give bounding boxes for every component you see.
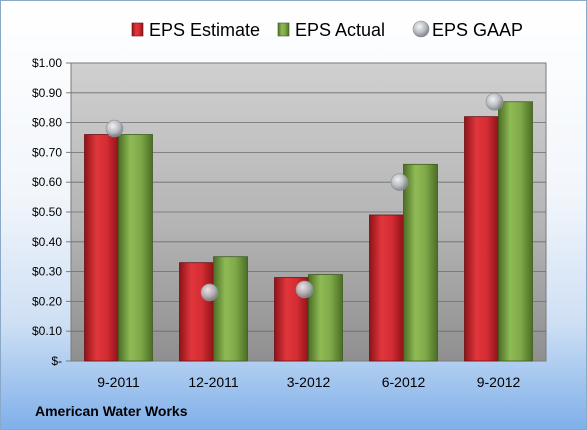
- bar-eps-actual-3-2012: [308, 274, 343, 362]
- legend-swatch: [412, 20, 430, 38]
- dot-eps-gaap-12-2011: [200, 283, 219, 302]
- legend: EPS Estimate EPS Actual EPS GAAP: [131, 20, 523, 40]
- bar-eps-actual-9-2012: [498, 101, 533, 362]
- legend-label: EPS GAAP: [432, 20, 523, 40]
- y-tick-label: $-: [51, 354, 62, 368]
- y-tick-label: $0.60: [32, 175, 62, 189]
- x-tick-label: 9-2011: [97, 374, 140, 390]
- bar-eps-actual-12-2011: [213, 256, 248, 362]
- y-tick-label: $0.80: [32, 116, 62, 130]
- bar-eps-estimate-6-2012: [369, 214, 404, 362]
- x-tick-label: 3-2012: [287, 374, 331, 390]
- y-tick-label: $1.00: [32, 56, 62, 70]
- bar-eps-actual-6-2012: [403, 163, 438, 362]
- bar-eps-estimate-9-2012: [464, 116, 499, 362]
- company-name: American Water Works: [35, 403, 188, 419]
- x-tick-label: 9-2012: [477, 374, 521, 390]
- legend-swatch: [277, 22, 290, 37]
- dot-eps-gaap-9-2012: [485, 92, 504, 111]
- x-tick-label: 12-2011: [188, 374, 239, 390]
- x-tick-label: 6-2012: [382, 374, 426, 390]
- y-tick-label: $0.50: [32, 205, 62, 219]
- y-tick-label: $0.20: [32, 294, 62, 308]
- y-tick-label: $0.30: [32, 265, 62, 279]
- y-tick-label: $0.70: [32, 145, 62, 159]
- legend-label: EPS Estimate: [149, 20, 260, 40]
- bar-eps-actual-9-2011: [118, 134, 153, 362]
- y-tick-label: $0.10: [32, 324, 62, 338]
- bar-eps-estimate-9-2011: [84, 134, 119, 362]
- dot-eps-gaap-6-2012: [390, 173, 409, 191]
- y-tick-label: $0.90: [32, 86, 62, 100]
- dot-eps-gaap-3-2012: [295, 280, 314, 299]
- bar-eps-estimate-12-2011: [179, 262, 214, 362]
- legend-label: EPS Actual: [295, 20, 385, 40]
- dot-eps-gaap-9-2011: [105, 119, 124, 138]
- legend-swatch: [131, 22, 144, 37]
- y-tick-label: $0.40: [32, 235, 62, 249]
- plot-area: $- $0.10 $0.20 $0.30 $0.40 $0.50 $0.60 $0.70 $0.…: [32, 56, 547, 390]
